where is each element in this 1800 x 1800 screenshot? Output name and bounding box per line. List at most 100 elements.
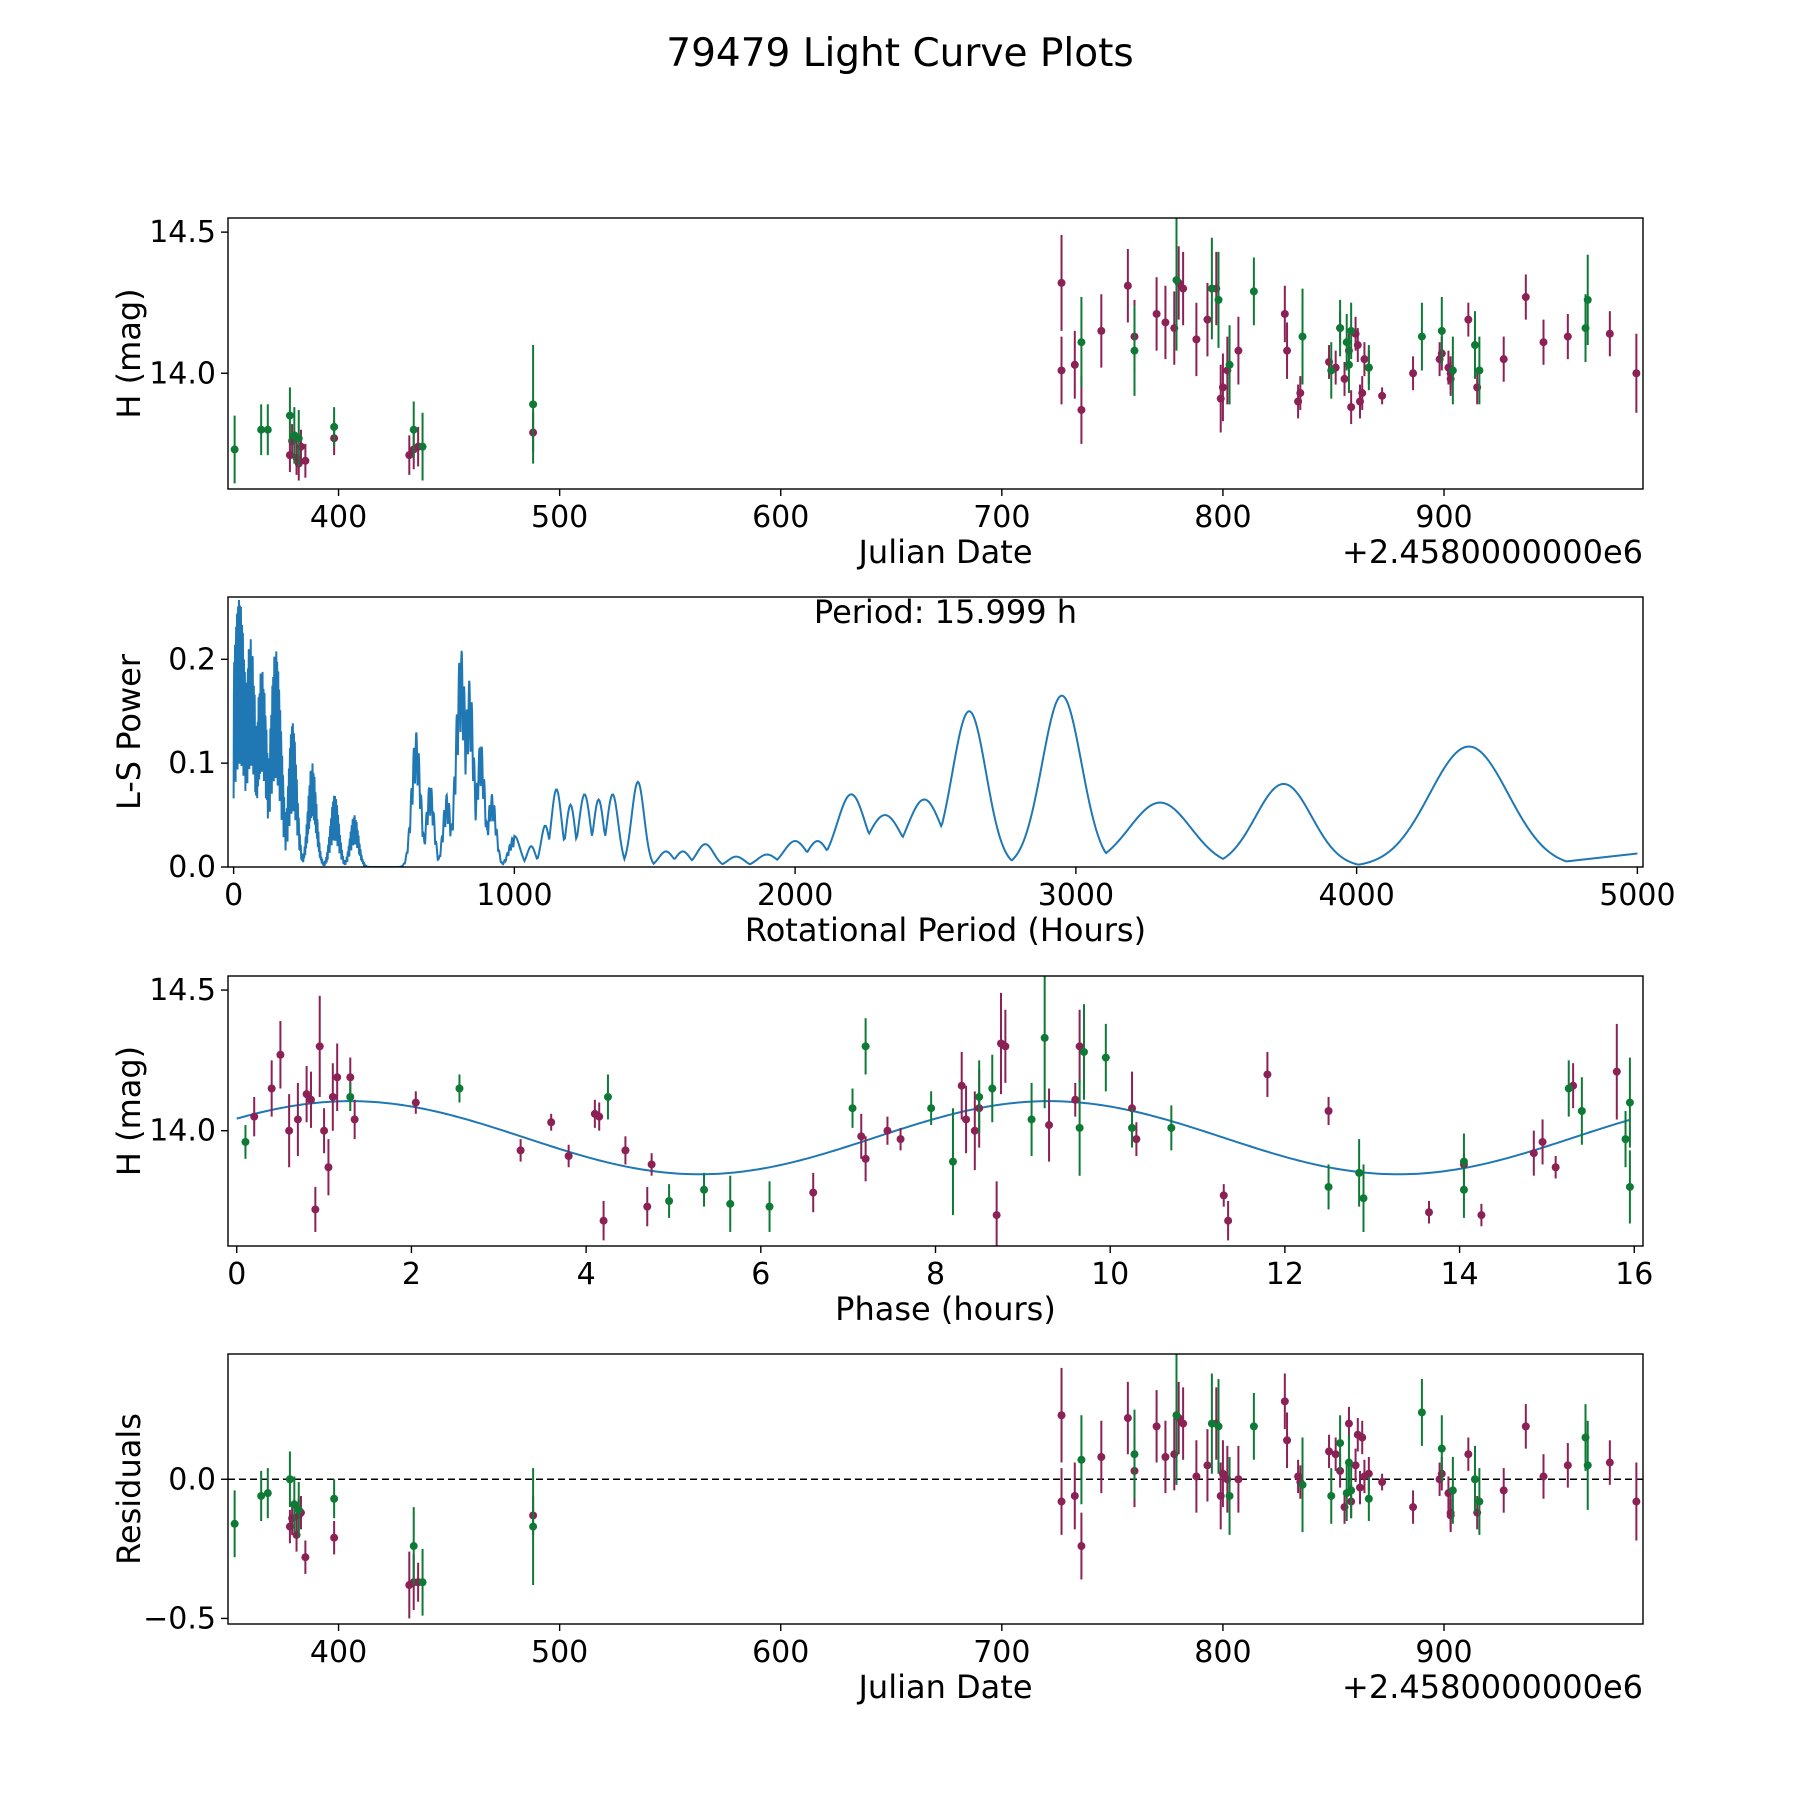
data-point [285,1475,294,1484]
data-point [230,445,239,454]
data-point [1040,1033,1049,1042]
data-point [1327,1491,1336,1500]
data-point [647,1160,656,1169]
data-point [1214,1422,1223,1431]
data-point [1539,1472,1548,1481]
series-filter_b [230,218,1592,484]
data-point [418,1578,427,1587]
x-tick-label: 600 [752,500,809,535]
data-point [1344,1419,1353,1428]
x-tick-label: 10 [1091,1257,1129,1292]
data-point [1358,389,1367,398]
figure-title: 79479 Light Curve Plots [666,31,1133,76]
data-point [1477,1211,1486,1220]
axes-frame [227,975,1644,1247]
data-point [276,1050,285,1059]
data-point [547,1118,556,1127]
data-point [1249,287,1258,296]
data-point [328,1092,337,1101]
data-point [1179,284,1188,293]
data-point [1057,1497,1066,1506]
data-point [311,1205,320,1214]
data-point [1075,1123,1084,1132]
data-point [1192,1472,1201,1481]
data-point [1347,326,1356,335]
data-point [1324,1182,1333,1191]
data-point [1172,276,1181,285]
data-point [1448,366,1457,375]
data-point [418,442,427,451]
data-point [1325,1447,1334,1456]
data-point [1234,346,1243,355]
data-point [1340,374,1349,383]
data-point [599,1216,608,1225]
data-point [293,1115,302,1124]
data-point [301,1553,310,1562]
data-point [1583,1461,1592,1470]
data-point [306,1095,315,1104]
data-point [1167,1123,1176,1132]
data-point [330,1533,339,1542]
data-point [1203,315,1212,324]
plot-area [228,1354,1643,1619]
data-point [1529,1149,1538,1158]
data-point [665,1197,674,1205]
x-tick-label: 16 [1615,1257,1653,1292]
data-point [1344,360,1353,369]
y-tick-label: −0.5 [143,1601,216,1636]
data-point [1203,1461,1212,1470]
folded-light-curve-panel: 0 2 4 6 8 10 12 14 16 14.0 14.5 Phase (hours) H (mag… [110,973,1653,1328]
data-point [267,1084,276,1093]
data-point [603,1092,612,1101]
data-point [1327,366,1336,375]
data-point [1179,1419,1188,1428]
data-point [1563,1461,1572,1470]
data-point [529,400,538,409]
data-point [330,1494,339,1503]
data-point [1499,355,1508,364]
y-tick-label: 14.5 [149,973,216,1008]
data-point [1161,318,1170,327]
data-point [1057,1411,1066,1420]
series-filter_b [241,976,1634,1232]
data-point [285,411,294,420]
data-point [1583,295,1592,304]
data-point [957,1081,966,1090]
x-tick-label: 500 [531,500,588,535]
data-point [230,1519,239,1528]
y-axis-label: H (mag) [110,1046,148,1176]
data-point [1097,326,1106,335]
data-point [1130,346,1139,355]
data-point [1351,1461,1360,1470]
data-point [970,1126,979,1135]
data-point [1437,1444,1446,1453]
data-point [595,1112,604,1121]
data-point [1378,391,1387,400]
x-axis-label: Rotational Period (Hours) [745,911,1146,949]
data-point [1347,403,1356,412]
x-tick-label: 8 [926,1257,945,1292]
data-point [1356,1483,1364,1492]
data-point [1364,1469,1373,1478]
data-point [1360,355,1369,364]
data-point [294,1505,303,1514]
data-point [1161,1452,1170,1461]
y-tick-label: 0.2 [168,642,216,677]
model-curve [236,1100,1631,1176]
data-point [1101,1053,1110,1062]
data-point [1207,284,1216,293]
data-point [1027,1115,1036,1124]
data-point [250,1112,259,1121]
data-point [1475,366,1484,375]
data-point [350,1115,359,1124]
data-point [857,1132,866,1141]
x-tick-label: 0 [224,878,243,913]
data-point [1378,1478,1387,1487]
data-point [1219,1191,1228,1200]
data-point [1218,1469,1227,1478]
data-point [1409,1503,1418,1512]
data-point [1234,1475,1243,1484]
data-point [1057,278,1066,287]
data-point [290,1500,299,1509]
x-tick-label: 3000 [1038,878,1114,913]
